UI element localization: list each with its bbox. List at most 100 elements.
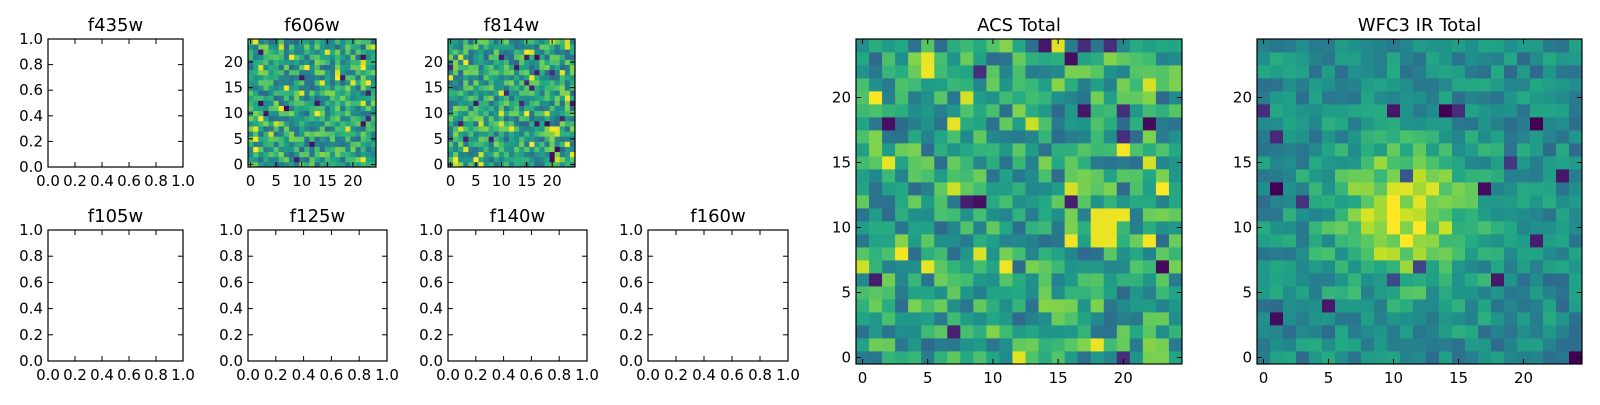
heatmap-cell <box>329 115 336 122</box>
heatmap-cell <box>314 141 321 147</box>
heatmap-cell <box>1335 143 1349 157</box>
heatmap-cell <box>340 141 346 147</box>
heatmap-cell <box>1387 234 1401 248</box>
heatmap-cell <box>278 95 285 101</box>
heatmap-cell <box>360 126 367 132</box>
heatmap-cell <box>253 100 259 106</box>
heatmap-cell <box>986 52 1000 66</box>
heatmap-cell <box>468 131 474 137</box>
heatmap-cell <box>856 52 870 66</box>
heatmap-cell <box>1309 286 1323 300</box>
heatmap-cell <box>350 90 356 96</box>
heatmap-cell <box>1465 195 1479 209</box>
heatmap-cell <box>248 105 254 112</box>
heatmap-cell <box>294 54 300 60</box>
heatmap-cell <box>559 59 566 65</box>
heatmap-cell <box>973 247 987 261</box>
heatmap-cell <box>355 49 362 55</box>
heatmap-cell <box>458 110 464 117</box>
heatmap-cell <box>1116 312 1131 326</box>
heatmap-cell <box>1400 156 1414 170</box>
heatmap-cell <box>1400 169 1414 183</box>
heatmap-cell <box>1517 78 1531 92</box>
heatmap-cell <box>1309 312 1323 326</box>
heatmap-cell <box>973 299 987 313</box>
heatmap-cell <box>554 105 561 112</box>
heatmap-cell <box>1530 117 1544 131</box>
heatmap-cell <box>921 143 935 157</box>
heatmap-cell <box>1038 312 1052 326</box>
heatmap-cell <box>973 117 987 131</box>
heatmap-cell <box>1439 52 1453 66</box>
heatmap-cell <box>947 78 961 92</box>
heatmap-cell <box>895 338 909 352</box>
y-tick-label: 0 <box>841 349 851 367</box>
heatmap-cell <box>539 85 545 91</box>
heatmap-cell <box>458 39 464 45</box>
heatmap-cell <box>1335 299 1349 313</box>
heatmap-cell <box>324 156 331 163</box>
heatmap-cell <box>1038 325 1052 339</box>
heatmap-cell <box>498 95 505 101</box>
heatmap-cell <box>1400 91 1414 105</box>
x-tick-label: 0.0 <box>236 366 260 384</box>
heatmap-cell <box>1452 130 1466 144</box>
heatmap-cell <box>999 52 1013 66</box>
heatmap-cell <box>283 105 290 112</box>
panel-title: WFC3 IR Total <box>1358 15 1481 36</box>
heatmap-cell <box>856 130 870 144</box>
heatmap-cell <box>340 69 346 76</box>
heatmap-cell <box>1309 65 1323 79</box>
heatmap-cell <box>329 90 336 96</box>
heatmap-cell <box>1064 78 1079 92</box>
heatmap-cell <box>365 44 372 50</box>
heatmap-cell <box>1400 65 1414 79</box>
heatmap-cell <box>1051 234 1066 248</box>
heatmap-cell <box>947 143 961 157</box>
heatmap-cell <box>473 156 479 163</box>
heatmap-cell <box>1374 208 1388 222</box>
heatmap-cell <box>1309 78 1323 92</box>
heatmap-cell <box>947 117 961 131</box>
heatmap-cell <box>1517 221 1531 235</box>
heatmap-cell <box>1077 195 1092 209</box>
heatmap-cell <box>921 286 935 300</box>
heatmap-cell <box>1155 117 1170 131</box>
heatmap-cell <box>519 161 525 168</box>
heatmap-cell <box>370 54 377 60</box>
heatmap-cell <box>488 64 495 71</box>
heatmap-cell <box>1257 325 1271 339</box>
heatmap-cell <box>934 221 948 235</box>
heatmap-cell <box>483 110 490 117</box>
heatmap-cell <box>908 104 922 118</box>
heatmap-cell <box>309 39 315 45</box>
heatmap-cell <box>1155 312 1170 326</box>
heatmap-cell <box>554 161 561 168</box>
heatmap-cell <box>1025 195 1039 209</box>
heatmap-cell <box>1051 247 1066 261</box>
heatmap-cell <box>1309 325 1323 339</box>
heatmap-cell <box>882 104 896 118</box>
heatmap-cell <box>1322 156 1336 170</box>
heatmap-cell <box>1400 273 1414 287</box>
heatmap-cell <box>1168 260 1183 274</box>
heatmap-cell <box>319 161 326 168</box>
x-tick-label: 5 <box>923 369 933 387</box>
heatmap-cell <box>463 44 469 50</box>
heatmap-cell <box>335 141 341 147</box>
heatmap-cell <box>258 141 264 147</box>
heatmap-cell <box>524 90 530 96</box>
heatmap-cell <box>283 156 290 163</box>
heatmap-cell <box>1478 91 1492 105</box>
heatmap-cell <box>294 156 300 163</box>
heatmap-cell <box>1361 169 1375 183</box>
heatmap-cell <box>882 234 896 248</box>
heatmap-cell <box>448 141 454 147</box>
heatmap-cell <box>268 126 274 132</box>
heatmap-cell <box>569 64 576 71</box>
heatmap-cell <box>554 69 561 76</box>
heatmap-cell <box>1051 78 1066 92</box>
heatmap-cell <box>304 105 310 112</box>
heatmap-cell <box>283 59 290 65</box>
